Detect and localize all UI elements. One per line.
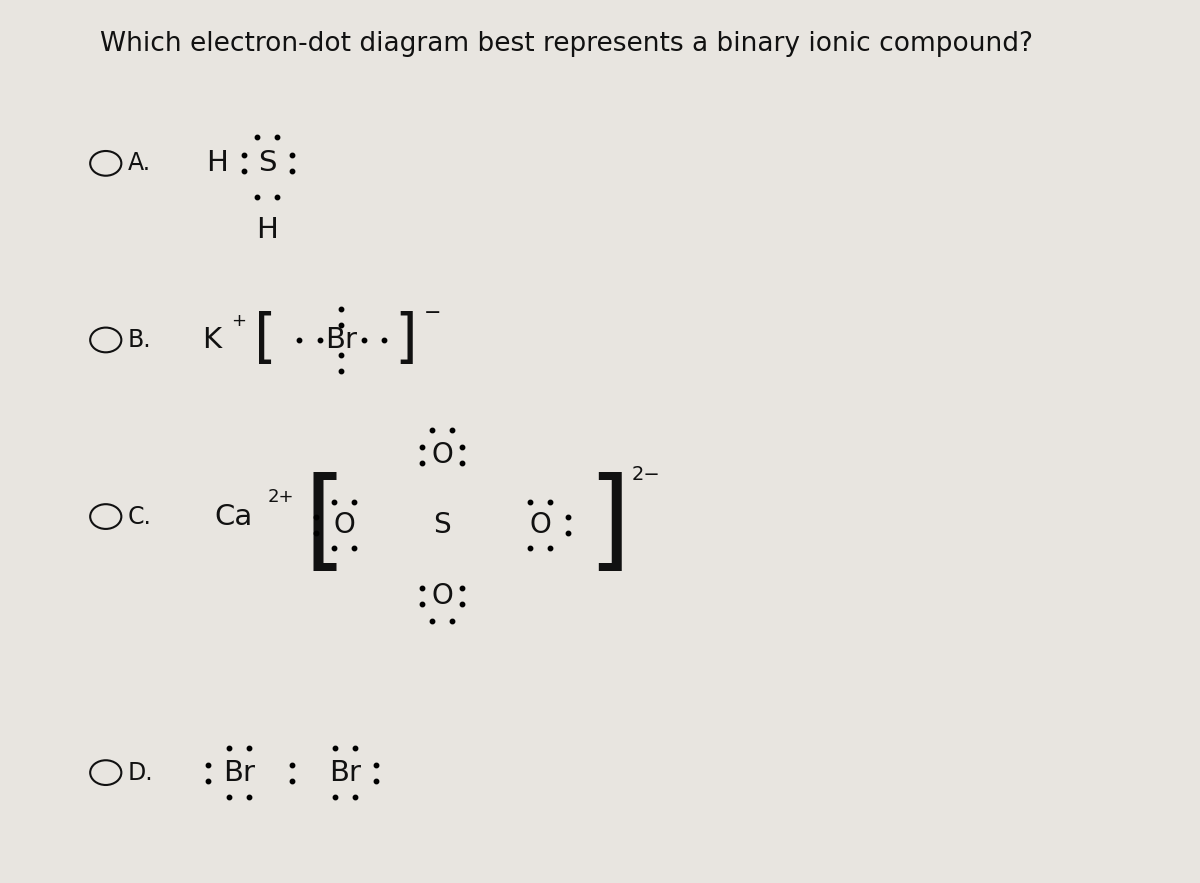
Text: ]: ] [587, 472, 631, 579]
Text: Ca: Ca [215, 502, 253, 531]
Text: 2+: 2+ [268, 488, 294, 506]
Text: Br: Br [325, 326, 356, 354]
Text: [: [ [304, 472, 347, 579]
Text: A.: A. [128, 151, 151, 176]
Text: S: S [433, 511, 451, 540]
Text: D.: D. [128, 760, 154, 785]
Text: B.: B. [128, 328, 151, 352]
Text: O: O [431, 441, 452, 469]
Text: Br: Br [329, 758, 361, 787]
Text: K: K [202, 326, 221, 354]
Text: O: O [529, 511, 551, 540]
Text: 2−: 2− [631, 464, 660, 484]
Text: [: [ [253, 312, 276, 368]
Text: Which electron-dot diagram best represents a binary ionic compound?: Which electron-dot diagram best represen… [100, 31, 1033, 57]
Text: +: + [232, 312, 246, 329]
Text: O: O [334, 511, 355, 540]
Text: −: − [424, 304, 442, 323]
Text: H: H [206, 149, 228, 177]
Text: H: H [257, 215, 278, 244]
Text: ]: ] [394, 312, 416, 368]
Text: O: O [431, 582, 452, 610]
Text: S: S [258, 149, 276, 177]
Text: C.: C. [128, 504, 152, 529]
Text: Br: Br [223, 758, 256, 787]
